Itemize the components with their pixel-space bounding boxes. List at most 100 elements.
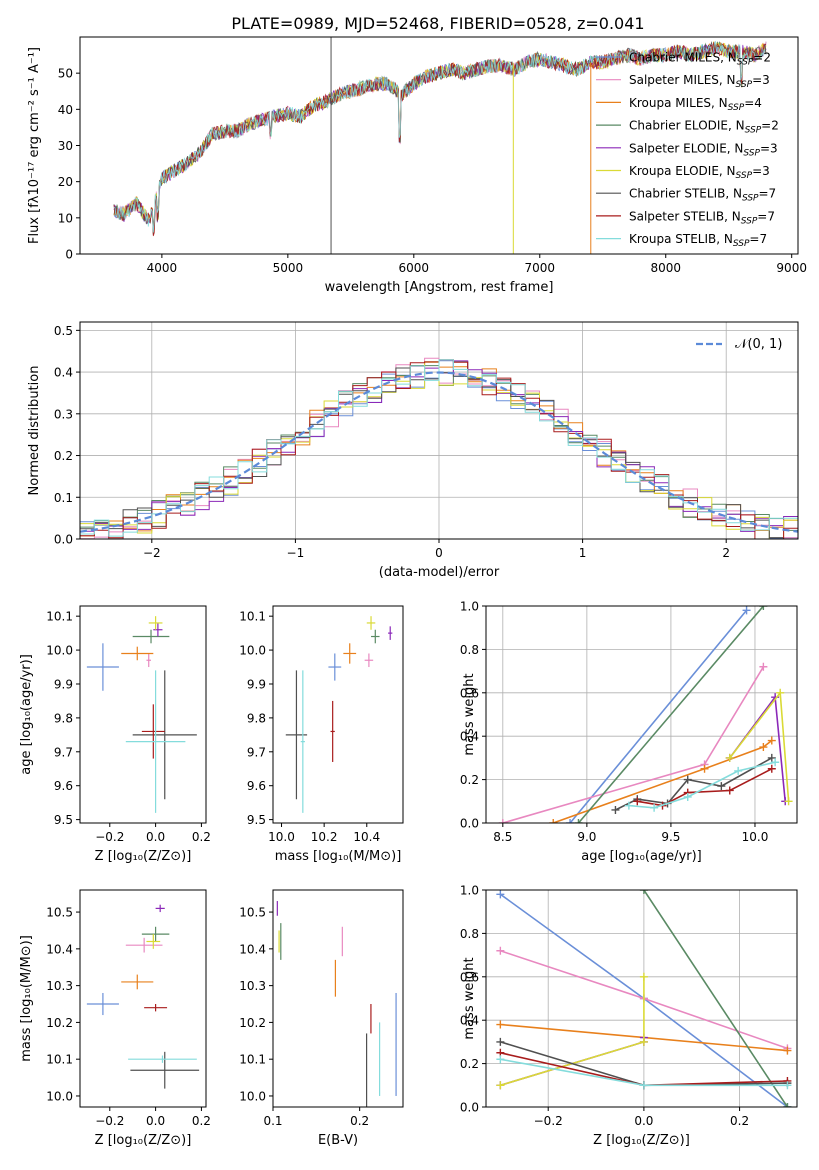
y-tick-label: 10.0 <box>239 644 266 658</box>
weight-line <box>577 606 765 823</box>
y-tick-label: 10.1 <box>239 610 266 624</box>
y-axis-label: mass [log₁₀(M/M⊙)] <box>19 935 34 1062</box>
y-tick-label: 10.5 <box>239 906 266 920</box>
y-tick-label: 0.5 <box>54 324 73 338</box>
y-tick-label: 0.3 <box>54 407 73 421</box>
y-tick-label: 0.6 <box>460 686 479 700</box>
y-axis-label: mass weight <box>462 673 477 755</box>
y-tick-label: 10.0 <box>46 1089 73 1103</box>
weight-marker <box>759 662 768 671</box>
y-tick-label: 9.6 <box>54 779 73 793</box>
x-tick-label: 5000 <box>273 261 304 275</box>
legend-entry: Chabrier MILES, NSSP=2 <box>629 51 771 68</box>
weight-marker <box>633 797 642 806</box>
x-tick-label: 8000 <box>650 261 681 275</box>
y-tick-label: 10 <box>58 211 73 225</box>
weight-marker <box>725 786 734 795</box>
y-tick-label: 0 <box>65 248 73 262</box>
weight-marker <box>639 972 648 981</box>
x-tick-label: 0.0 <box>634 1114 653 1128</box>
x-tick-label: 10.2 <box>311 830 338 844</box>
x-tick-label: 6000 <box>399 261 430 275</box>
x-tick-label: 0.0 <box>146 1114 165 1128</box>
spectrum-lines <box>113 37 767 254</box>
mass_vs_Z-frame <box>79 889 207 1108</box>
residuals-axes: −2 −1 0 1 2 0.0 0.1 0.2 0.3 0.4 0.5 (data-model)/er… <box>27 322 798 580</box>
x-tick-label: 10.0 <box>742 830 769 844</box>
mass_vs_ebv-axes: 0.1 0.2 10.0 10.1 10.2 10.3 10.4 10.5 E(B-V) <box>239 906 369 1148</box>
y-tick-label: 0.0 <box>460 817 479 831</box>
y-tick-label: 10.4 <box>46 942 73 956</box>
y-tick-label: 9.7 <box>54 745 73 759</box>
y-tick-label: 0.4 <box>460 730 479 744</box>
y-tick-label: 10.1 <box>239 1053 266 1067</box>
weight-marker <box>767 764 776 773</box>
x-tick-label: −0.2 <box>95 1114 124 1128</box>
age_vs_Z-frame <box>79 605 207 824</box>
weight-marker <box>742 606 751 615</box>
weight-marker <box>767 753 776 762</box>
mass_weight_vs_age-axes: 8.5 9.0 9.5 10.0 0.0 0.2 0.4 0.6 0.8 1.0 age [log₁… <box>460 600 797 864</box>
weight-line <box>637 768 773 807</box>
y-tick-label: 50 <box>58 67 73 81</box>
x-tick-label: 8.5 <box>493 830 512 844</box>
x-tick-label: 0.1 <box>263 1114 282 1128</box>
x-tick-label: 10.0 <box>268 830 295 844</box>
spectrum-axes: 4000 5000 6000 7000 8000 9000 0 10 20 30 40 50 wavel… <box>27 47 807 295</box>
y-tick-label: 10.0 <box>46 644 73 658</box>
weight-marker <box>783 1103 792 1107</box>
x-tick-label: 2 <box>722 546 730 560</box>
x-axis-label: Z [log₁₀(Z/Z⊙)] <box>95 1133 192 1148</box>
y-tick-label: 1.0 <box>460 884 479 898</box>
weight-marker <box>771 758 780 767</box>
legend-entry: Kroupa ELODIE, NSSP=3 <box>629 164 770 181</box>
spectrum-line <box>113 40 767 233</box>
weight-marker <box>498 819 507 823</box>
weight-marker <box>759 743 768 752</box>
y-tick-label: 9.8 <box>247 711 266 725</box>
x-tick-label: 9.5 <box>661 830 680 844</box>
x-tick-label: −0.2 <box>534 1114 563 1128</box>
weight-marker <box>700 764 709 773</box>
x-axis-label: mass [log₁₀(M/M⊙)] <box>275 849 402 864</box>
mass_vs_ebv-frame <box>272 889 404 1108</box>
y-tick-label: 10.4 <box>239 942 266 956</box>
mass_weight_vs_Z-lines <box>496 890 792 1107</box>
y-tick-label: 9.5 <box>247 813 266 827</box>
age_vs_mass-errorbars <box>285 616 393 813</box>
y-tick-label: 10.2 <box>46 1016 73 1030</box>
histogram-frame <box>79 321 799 540</box>
spectrum-legend: Chabrier MILES, NSSP=2 Salpeter MILES, NS… <box>596 51 779 249</box>
x-tick-label: 0.2 <box>192 1114 211 1128</box>
y-tick-label: 10.0 <box>239 1089 266 1103</box>
y-tick-label: 10.1 <box>46 1053 73 1067</box>
age_vs_mass-frame <box>272 605 404 824</box>
x-tick-label: −1 <box>287 546 305 560</box>
weight-marker <box>639 890 648 894</box>
y-tick-label: 0.4 <box>460 1014 479 1028</box>
weight-marker <box>734 766 743 775</box>
x-tick-label: −2 <box>143 546 161 560</box>
x-tick-label: 4000 <box>147 261 178 275</box>
weight-marker <box>549 819 558 823</box>
y-tick-label: 0.0 <box>460 1101 479 1115</box>
y-tick-label: 0.8 <box>460 643 479 657</box>
y-tick-label: 0.0 <box>54 533 73 547</box>
x-axis-label: Z [log₁₀(Z/Z⊙)] <box>95 849 192 864</box>
y-tick-label: 0.8 <box>460 927 479 941</box>
weight-marker <box>683 792 692 801</box>
weight-line <box>569 609 748 823</box>
x-tick-label: 0 <box>435 546 443 560</box>
y-tick-label: 9.5 <box>54 813 73 827</box>
weight-marker <box>783 1081 792 1090</box>
spectrum-line <box>113 41 767 236</box>
x-axis-label: E(B-V) <box>318 1133 358 1148</box>
mass_weight_vs_Z-frame <box>485 889 798 1108</box>
x-axis-label: (data-model)/error <box>379 565 500 580</box>
mass_vs_Z-errorbars <box>86 904 200 1089</box>
weight-marker <box>784 797 793 806</box>
histogram-series <box>80 359 798 537</box>
y-tick-label: 10.3 <box>239 979 266 993</box>
weight-line <box>552 739 773 823</box>
